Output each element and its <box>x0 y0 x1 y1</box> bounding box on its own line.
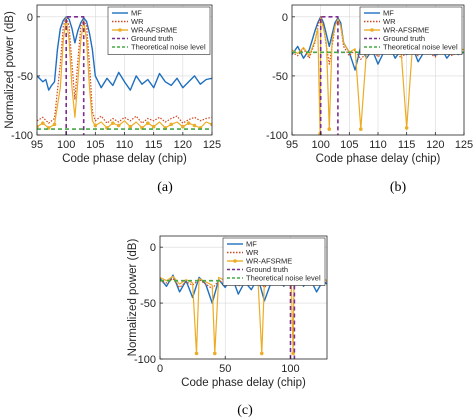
legend-label: WR-AFSRME <box>246 257 292 266</box>
x-tick-label: 100 <box>281 363 299 375</box>
legend-label: WR <box>131 17 144 26</box>
x-tick-label: 115 <box>145 139 163 151</box>
series-line-wr <box>37 16 212 124</box>
series-line-mf <box>37 16 212 91</box>
legend-label: Ground truth <box>246 265 288 274</box>
x-tick-label: 95 <box>31 139 43 151</box>
legend-marker-wr-afsrme <box>370 28 374 32</box>
legend-label: Ground truth <box>131 34 173 43</box>
x-tick-label: 125 <box>203 139 221 151</box>
series-line-ground-truth <box>319 15 339 135</box>
series-point-wr-afsrme <box>169 122 173 127</box>
series-point-wr-afsrme <box>41 121 45 125</box>
series-point-wr-afsrme <box>194 351 199 356</box>
axes-box <box>159 235 328 360</box>
x-tick-label: 110 <box>116 139 134 151</box>
series-point-wr-afsrme <box>93 123 98 128</box>
legend-label: Theoretical noise level <box>131 43 206 52</box>
legend-marker-wr-afsrme <box>233 259 237 263</box>
y-tick-label: -50 <box>140 298 156 310</box>
series-point-wr-afsrme <box>186 121 191 125</box>
x-tick-label: 115 <box>398 139 416 151</box>
legend-label: WR-AFSRME <box>131 26 177 35</box>
x-axis-label: Code phase delay (chip) <box>181 377 306 389</box>
legend-label: Ground truth <box>383 34 425 43</box>
x-axis-label: Code phase delay (chip) <box>316 153 441 165</box>
legend-label: Theoretical noise level <box>246 274 321 283</box>
x-tick-label: 100 <box>311 139 329 151</box>
x-tick-label: 105 <box>86 139 104 151</box>
x-tick-label: 120 <box>174 139 192 151</box>
legend-label: MF <box>246 240 257 249</box>
series-point-wr-afsrme <box>404 126 409 130</box>
chart-panel-3: 0 50 100 0 -50 -100 Code phase delay (chip) Nor… <box>127 235 328 389</box>
series-point-wr-afsrme <box>291 351 295 356</box>
chart-panel-2: 95 100 105 110 115 120 125 0 -50 -100 Code phase d… <box>266 4 473 165</box>
series-point-wr-afsrme <box>151 124 156 129</box>
series-point-wr-afsrme <box>192 123 197 128</box>
series-point-wr-afsrme <box>210 122 212 127</box>
y-tick-label: -50 <box>272 71 288 83</box>
y-axis-label: Normalized power (dB) <box>4 11 16 129</box>
y-tick-label: -50 <box>17 71 33 83</box>
series-point-wr-afsrme <box>146 121 150 125</box>
series-point-wr-afsrme <box>116 123 121 128</box>
series-point-wr-afsrme <box>128 124 133 129</box>
y-tick-label: -100 <box>266 130 288 142</box>
series-point-wr-afsrme <box>181 124 185 129</box>
subfigure-caption: (c) <box>237 403 253 418</box>
y-tick-label: 0 <box>27 12 33 24</box>
legend-label: MF <box>383 9 394 18</box>
series-point-wr-afsrme <box>359 127 363 131</box>
x-tick-label: 120 <box>426 139 444 151</box>
x-tick-label: 125 <box>455 139 473 151</box>
subfigure-caption: (b) <box>390 180 407 195</box>
legend-marker-wr-afsrme <box>118 28 122 32</box>
x-tick-label: 95 <box>286 139 298 151</box>
series-point-wr-afsrme <box>259 351 264 356</box>
series-line-ground-truth <box>65 15 85 135</box>
series-group <box>37 15 212 135</box>
y-tick-label: 0 <box>150 242 156 254</box>
legend-label: WR <box>383 17 396 26</box>
series-point-wr-afsrme <box>52 122 57 127</box>
series-point-wr-afsrme <box>212 351 217 356</box>
x-tick-label: 0 <box>157 363 163 375</box>
x-tick-label: 100 <box>57 139 75 151</box>
chart-panel-1: 95 100 105 110 115 120 125 0 -50 -100 Code phase d… <box>4 4 221 165</box>
legend-label: MF <box>131 9 142 18</box>
subfigure-caption: (a) <box>157 180 173 195</box>
series-point-wr-afsrme <box>111 121 115 125</box>
x-tick-label: 50 <box>219 363 231 375</box>
legend-label: Theoretical noise level <box>383 43 458 52</box>
y-tick-label: -100 <box>11 130 33 142</box>
x-tick-label: 105 <box>340 139 358 151</box>
series-point-wr-afsrme <box>37 124 39 129</box>
series-point-wr-afsrme <box>327 127 332 131</box>
y-tick-label: 0 <box>282 12 288 24</box>
legend-label: WR <box>246 248 259 257</box>
y-axis-label: Normalized power (dB) <box>127 239 139 357</box>
x-tick-label: 110 <box>369 139 387 151</box>
y-tick-label: -100 <box>134 354 156 366</box>
legend-label: WR-AFSRME <box>383 26 429 35</box>
x-axis-label: Code phase delay (chip) <box>62 153 187 165</box>
